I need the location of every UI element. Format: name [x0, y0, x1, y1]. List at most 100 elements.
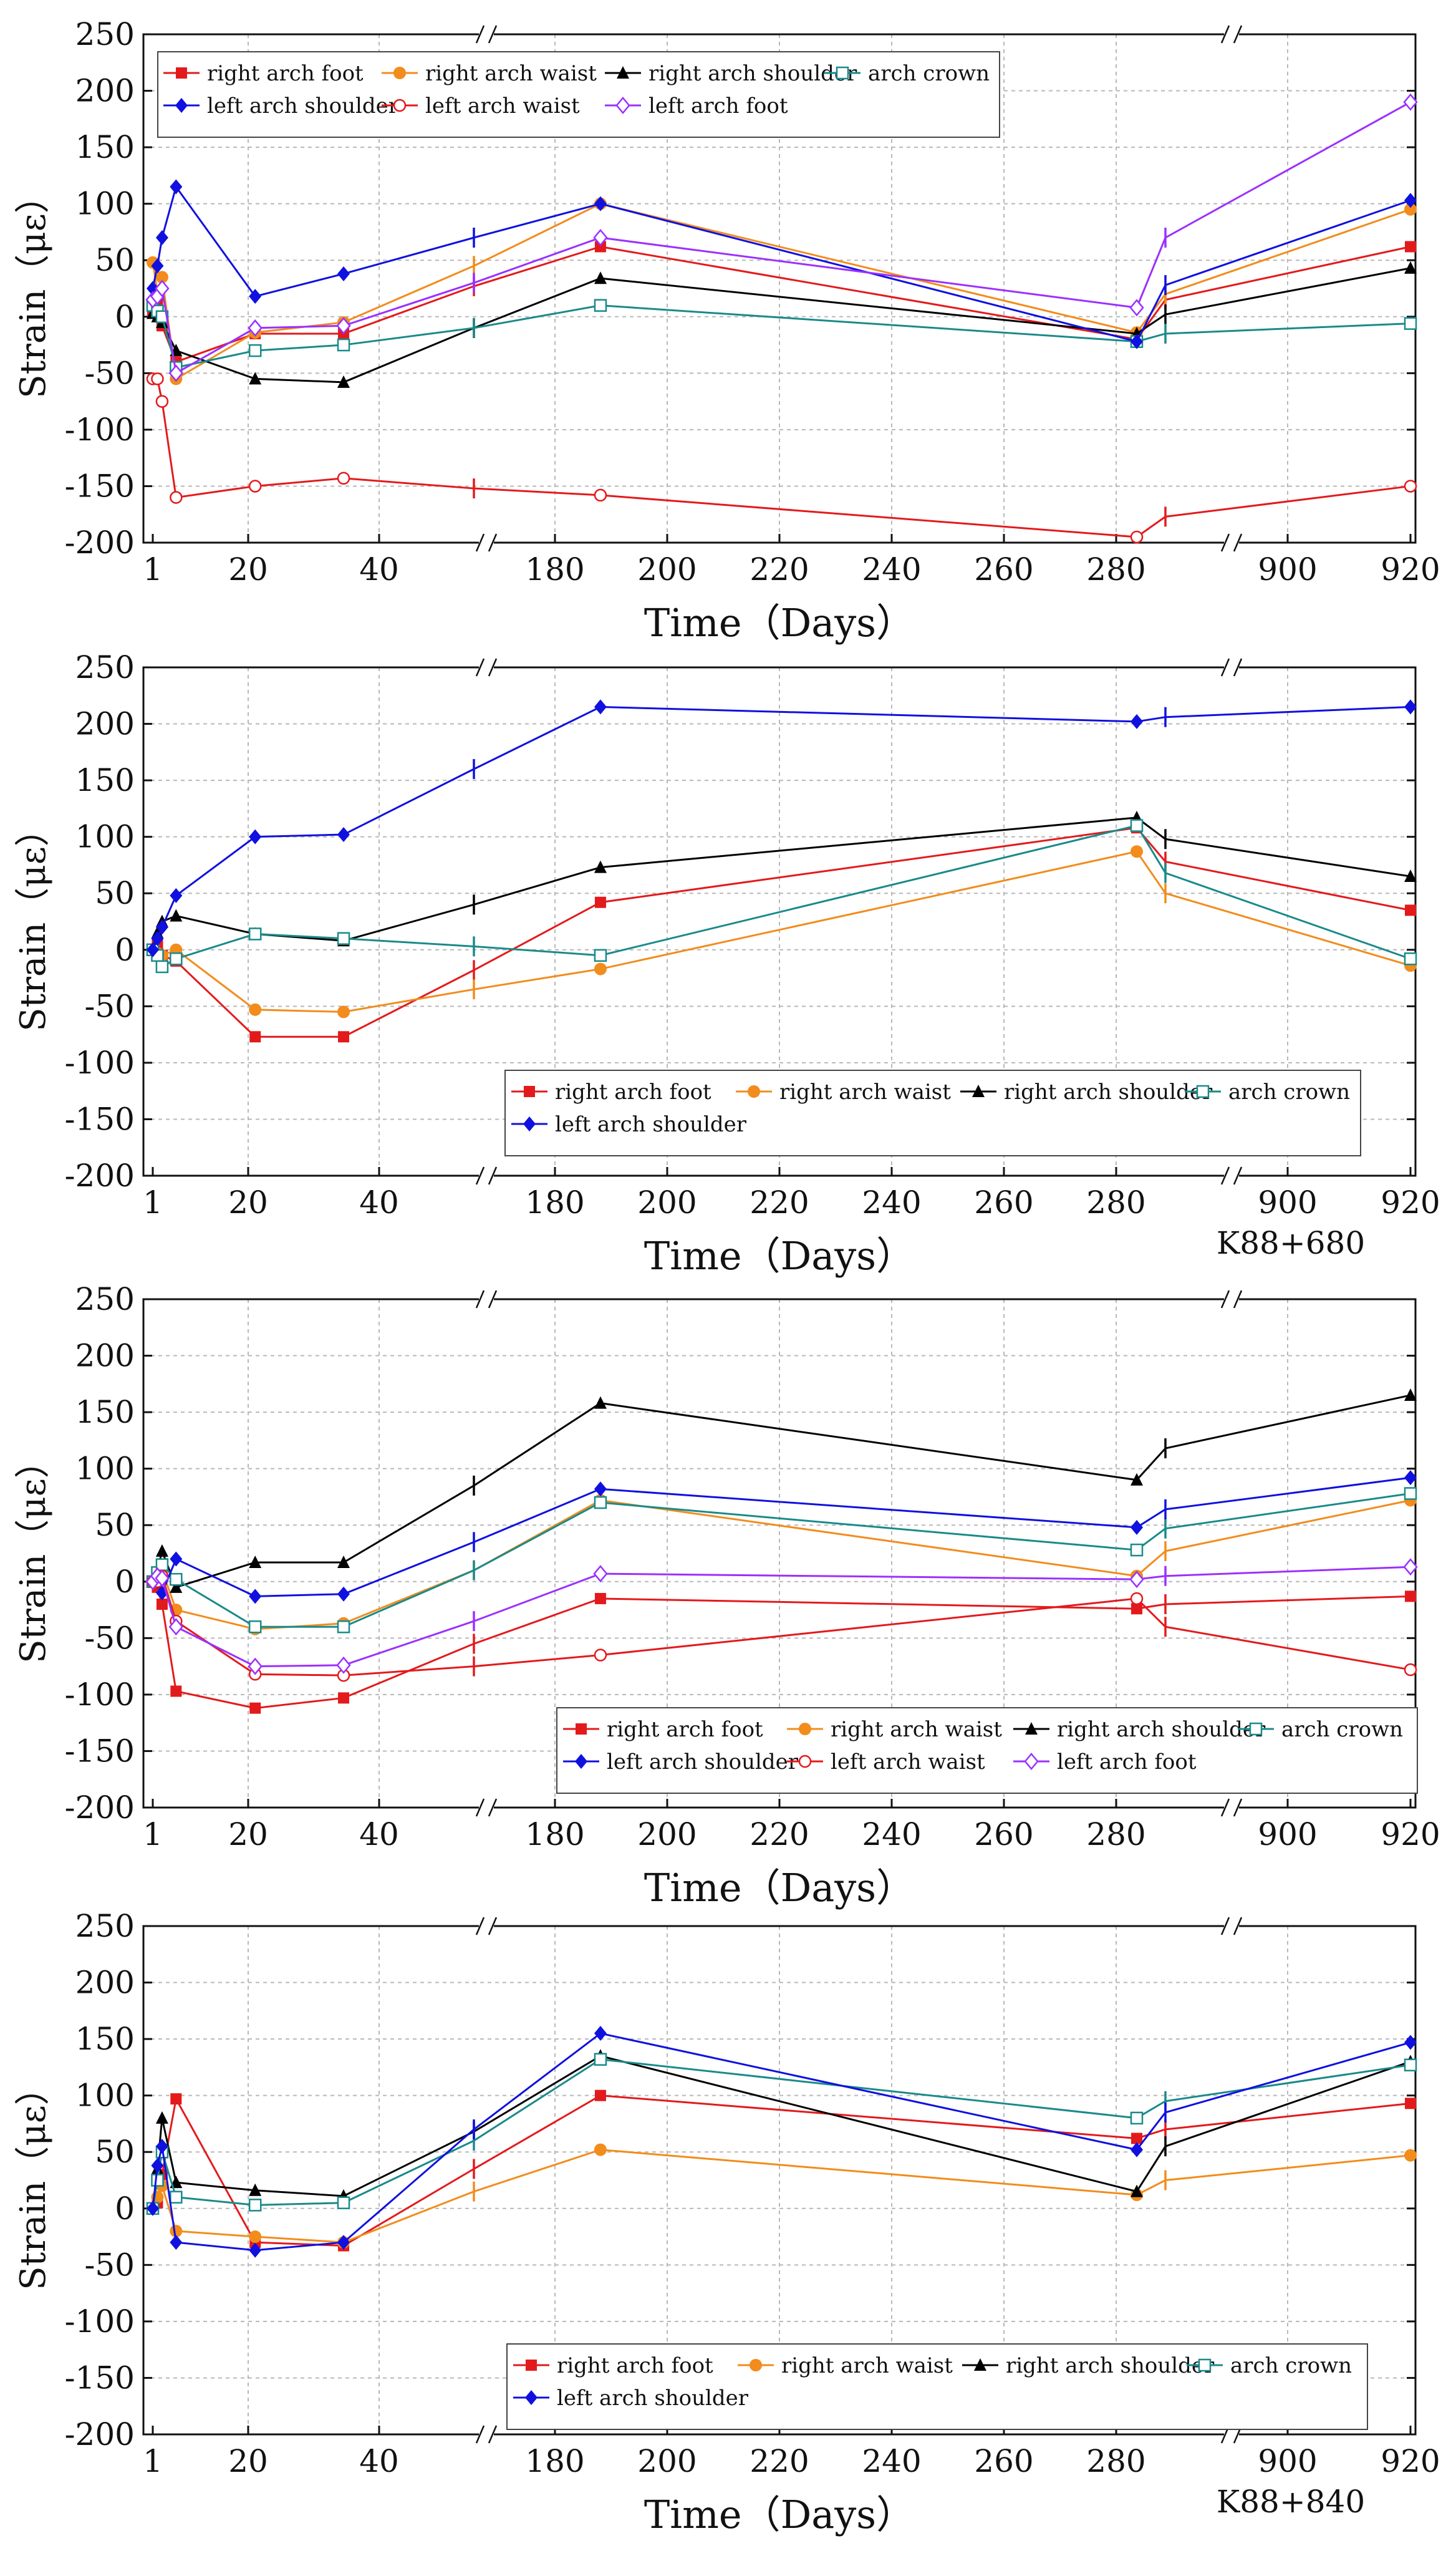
data-point [249, 1702, 261, 1714]
legend-marker [748, 1085, 760, 1098]
axis-break-gap [1224, 1805, 1239, 1810]
legend-marker [576, 1723, 587, 1735]
data-point [1405, 904, 1416, 916]
x-tick-label: 1 [143, 1184, 163, 1221]
data-point [155, 2111, 168, 2124]
legend-label: right arch foot [555, 1080, 711, 1105]
x-tick-label: 1 [143, 2443, 163, 2479]
data-point [337, 1005, 350, 1019]
series-line [152, 282, 475, 375]
data-point [594, 1396, 607, 1409]
data-point [248, 2199, 262, 2212]
legend-label: right arch foot [607, 1717, 763, 1742]
data-point [155, 279, 170, 298]
series-line [152, 949, 475, 1013]
y-tick-label: -150 [65, 468, 135, 504]
axis-break-gap [479, 1173, 494, 1178]
series-line [1136, 2064, 1411, 2119]
series-right-arch-waist [147, 1494, 1417, 1635]
series-line [473, 705, 1137, 770]
data-point [594, 1496, 607, 1509]
series-left-arch-shoulder [147, 699, 1417, 957]
x-tick-label: 200 [637, 1816, 697, 1852]
data-point [248, 319, 263, 337]
series-line [1136, 485, 1411, 538]
x-tick-label: 40 [359, 1184, 399, 1221]
axis-break-mark [1220, 1798, 1243, 1817]
legend-label: right arch waist [425, 61, 597, 86]
series-line [473, 1572, 1137, 1622]
y-tick-label: -100 [65, 2303, 135, 2340]
data-point [151, 931, 164, 946]
series-right-arch-shoulder [147, 2049, 1417, 2214]
data-point [170, 909, 183, 922]
data-point [155, 2139, 168, 2154]
legend-marker [974, 2358, 986, 2371]
y-tick-label: 150 [75, 2021, 135, 2057]
legend-label: left arch shoulder [557, 2386, 749, 2411]
legend-marker [617, 66, 629, 79]
legend-label: left arch foot [648, 94, 788, 119]
series-line [1136, 816, 1411, 878]
series-line [1135, 825, 1411, 960]
data-point [168, 1618, 183, 1636]
series-arch-crown [146, 819, 1417, 974]
series-line [1136, 2154, 1411, 2196]
x-tick-label: 920 [1381, 2443, 1440, 2479]
data-point [338, 1031, 350, 1043]
data-point [1404, 1470, 1417, 1486]
data-point [147, 2200, 159, 2216]
x-tick-label: 260 [974, 2443, 1033, 2479]
data-point [170, 2093, 182, 2105]
y-tick-label: 250 [75, 1281, 135, 1317]
data-point [1131, 1519, 1143, 1535]
data-point [594, 2143, 607, 2156]
axis-break-gap [1224, 1297, 1239, 1302]
x-tick-label: 220 [750, 1816, 809, 1852]
series-left-arch-shoulder [147, 2026, 1417, 2258]
data-point [249, 1031, 261, 1043]
legend-label: right arch waist [831, 1717, 1002, 1742]
data-point [1131, 2142, 1143, 2157]
y-tick-label: 0 [115, 932, 135, 968]
x-tick-label: 920 [1381, 1816, 1440, 1852]
legend: right arch foot right arch waist right arc… [504, 1070, 1361, 1156]
data-point [1404, 2149, 1417, 2162]
y-tick-label: -100 [65, 1045, 135, 1081]
x-tick-label: 40 [359, 2443, 399, 2479]
axis-break-gap [1224, 32, 1239, 37]
legend-marker [393, 67, 406, 79]
x-tick-label: 1 [143, 1816, 163, 1852]
y-axis-title: Strain（με） [13, 178, 54, 398]
y-tick-label: 0 [115, 1564, 135, 1600]
axis-break-gap [479, 540, 494, 545]
data-point [337, 932, 350, 945]
legend-marker [1196, 1085, 1210, 1098]
series-right-arch-shoulder [147, 1388, 1417, 1593]
x-tick-label: 20 [228, 1184, 268, 1221]
legend-marker [1025, 1722, 1038, 1735]
axis-break-mark [475, 1290, 498, 1309]
data-point [249, 372, 262, 385]
data-point [170, 2235, 183, 2250]
series-line [1135, 199, 1411, 342]
data-point [337, 375, 350, 388]
series-left-arch-shoulder [147, 179, 1417, 349]
y-tick-label: 100 [75, 1451, 135, 1487]
x-tick-label: 220 [750, 2443, 809, 2479]
data-point [155, 1569, 170, 1587]
data-point [170, 2191, 183, 2204]
y-tick-label: 50 [95, 2134, 135, 2170]
data-point [249, 829, 262, 845]
series-line [152, 285, 475, 364]
axis-break-mark [1220, 1166, 1243, 1185]
series-line [473, 203, 1137, 334]
data-point [1404, 952, 1417, 966]
legend: right arch foot right arch waist right arc… [157, 51, 1000, 138]
data-point [594, 241, 606, 253]
series-line [1136, 1566, 1411, 1581]
data-point [170, 1551, 183, 1567]
